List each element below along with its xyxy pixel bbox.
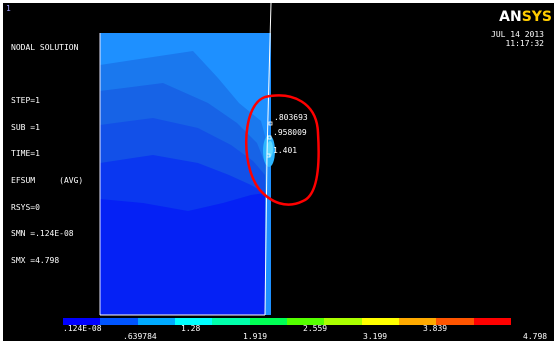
info-line: EFSUM (AVG) [11, 175, 84, 185]
probe-marker-3[interactable] [266, 153, 271, 158]
legend-label-top: 3.839 [423, 324, 448, 333]
legend-label-bottom: 3.199 [363, 332, 388, 341]
info-line: SMN =.124E-08 [11, 229, 74, 239]
legend-swatch-5 [249, 318, 287, 325]
graphics-viewport[interactable]: 1 NODAL SOLUTION STEP=1 SUB =1 TIME=1 EF… [3, 3, 554, 341]
legend-label-bottom: 1.919 [243, 332, 268, 341]
probe-value-1: .803693 [274, 113, 308, 122]
contour-legend-bar [63, 318, 511, 325]
probe-value-2: .958009 [273, 128, 307, 137]
legend-swatch-7 [324, 318, 362, 325]
hot-spot-inner [267, 141, 273, 157]
red-annotation-circle [245, 94, 320, 206]
probe-value-3: 1.401 [273, 146, 298, 155]
legend-swatch-4 [212, 318, 250, 325]
window-number: 1 [6, 4, 11, 13]
legend-swatch-0 [63, 318, 101, 325]
info-line: TIME=1 [11, 149, 40, 159]
info-line: RSYS=0 [11, 202, 40, 212]
legend-swatch-8 [361, 318, 399, 325]
legend-swatch-3 [174, 318, 213, 325]
info-line: NODAL SOLUTION [11, 43, 79, 52]
probe-marker-1[interactable] [268, 121, 273, 126]
legend-label-bottom: .639784 [123, 332, 157, 341]
info-line [11, 71, 83, 80]
contour-band-6 [100, 193, 265, 315]
date-stamp: JUL 14 2013 [491, 30, 544, 39]
contour-plot [99, 3, 320, 316]
probe-marker-2[interactable] [267, 135, 272, 140]
legend-swatch-2 [137, 318, 175, 325]
legend-swatch-10 [436, 318, 474, 325]
legend-swatch-11 [473, 318, 511, 325]
legend-label-bottom: 4.798 [523, 332, 548, 341]
info-line: SMX =4.798 [11, 255, 60, 265]
time-stamp: 11:17:32 [505, 39, 544, 48]
legend-swatch-9 [398, 318, 437, 325]
crack-face-lower [264, 152, 268, 316]
legend-swatch-1 [100, 318, 138, 325]
info-line: STEP=1 [11, 96, 40, 106]
crack-face-upper [266, 3, 272, 154]
legend-label-top: .124E-08 [63, 324, 102, 333]
solution-info: NODAL SOLUTION STEP=1 SUB =1 TIME=1 EFSU… [11, 26, 83, 283]
legend-label-top: 1.28 [181, 324, 201, 333]
ansys-logo: ANSYS [499, 9, 552, 25]
legend-swatch-6 [286, 318, 325, 325]
legend-label-top: 2.559 [303, 324, 328, 333]
info-line: SUB =1 [11, 122, 40, 132]
